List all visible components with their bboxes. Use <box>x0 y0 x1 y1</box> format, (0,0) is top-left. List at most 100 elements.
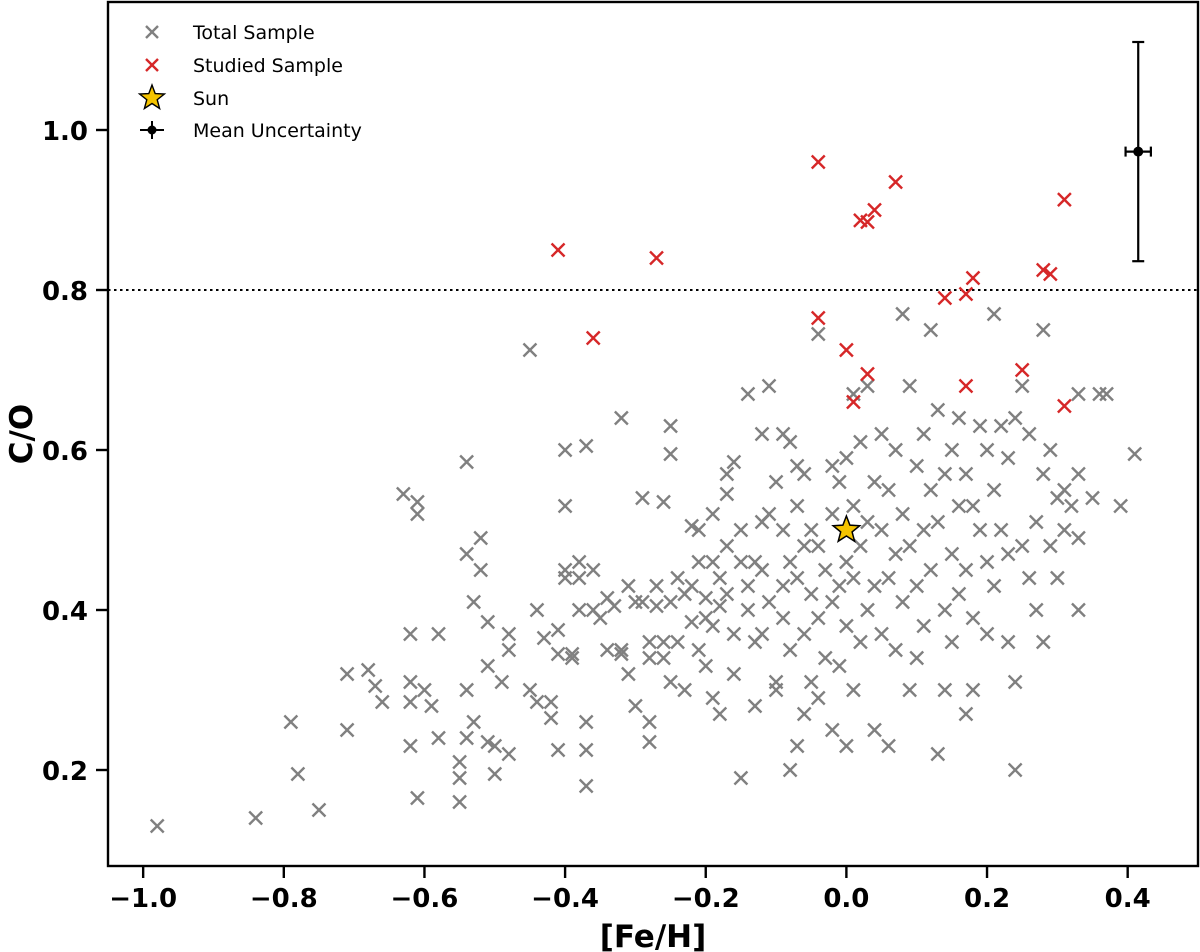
data-point <box>712 706 728 722</box>
data-point-stroke-b <box>1113 498 1128 514</box>
y-tick-label: 1.0 <box>42 117 88 147</box>
data-point <box>796 466 812 482</box>
data-point-stroke-b <box>649 598 664 614</box>
data-point-stroke-b <box>1007 762 1023 778</box>
data-point <box>803 586 819 602</box>
data-point <box>719 538 735 554</box>
data-point-stroke-b <box>684 518 700 534</box>
data-point-stroke-b <box>719 486 735 502</box>
data-point <box>585 562 601 578</box>
data-point <box>452 754 467 770</box>
data-point-stroke-b <box>937 602 953 618</box>
data-point <box>923 322 939 338</box>
data-point <box>1028 602 1044 618</box>
data-point-stroke-b <box>979 554 995 570</box>
data-point-stroke-b <box>585 562 601 578</box>
data-point <box>972 418 988 434</box>
data-point <box>487 738 503 754</box>
data-point <box>677 682 692 698</box>
data-point-stroke-b <box>635 594 650 610</box>
data-point <box>410 506 425 522</box>
data-point-stroke-b <box>571 602 587 618</box>
data-point-stroke-b <box>1000 634 1016 650</box>
data-point-stroke-b <box>853 634 868 650</box>
data-point-stroke-b <box>1042 442 1058 458</box>
data-point-stroke-b <box>1028 602 1044 618</box>
data-point-stroke-b <box>480 734 496 750</box>
data-point <box>1042 266 1058 282</box>
data-point <box>867 578 882 594</box>
data-point-stroke-b <box>585 330 601 346</box>
data-point <box>628 594 643 610</box>
data-point-stroke-b <box>754 562 770 578</box>
data-point <box>986 578 1002 594</box>
data-point-stroke-b <box>747 698 763 714</box>
data-point <box>621 666 636 682</box>
data-point-stroke-b <box>839 342 854 358</box>
data-point-stroke-b <box>719 466 735 482</box>
data-point <box>810 310 826 326</box>
data-point <box>796 706 812 722</box>
data-point <box>923 562 939 578</box>
data-point <box>712 570 728 586</box>
data-point <box>810 154 826 170</box>
data-point-stroke-b <box>958 466 974 482</box>
data-point-stroke-b <box>339 666 355 682</box>
data-point <box>1057 482 1072 498</box>
data-point-stroke-b <box>832 578 847 594</box>
data-point <box>684 578 700 594</box>
data-point <box>564 646 580 662</box>
data-point-stroke-b <box>958 378 974 394</box>
data-point-stroke-b <box>993 522 1009 538</box>
data-point <box>846 682 861 698</box>
data-point-stroke-b <box>614 646 629 662</box>
data-point-stroke-b <box>846 394 861 410</box>
data-point <box>1007 674 1023 690</box>
data-point-stroke-b <box>761 506 777 522</box>
data-point <box>958 466 974 482</box>
data-point <box>839 450 854 466</box>
data-point <box>937 466 953 482</box>
data-point-stroke-b <box>775 578 791 594</box>
data-point <box>775 522 791 538</box>
data-point-stroke-b <box>466 594 482 610</box>
data-point <box>993 418 1009 434</box>
data-point <box>993 522 1009 538</box>
data-point-stroke-b <box>424 698 439 714</box>
data-point <box>740 386 756 402</box>
data-point-stroke-b <box>578 714 594 730</box>
data-point <box>684 518 700 534</box>
data-point <box>937 602 953 618</box>
data-point-stroke-b <box>614 410 629 426</box>
data-point-stroke-b <box>1071 602 1086 618</box>
data-point-stroke-b <box>529 694 545 710</box>
data-point <box>712 598 728 614</box>
data-point <box>986 306 1002 322</box>
data-point-stroke-b <box>649 250 664 266</box>
data-point <box>979 554 995 570</box>
data-point <box>824 722 840 738</box>
data-point-stroke-b <box>810 538 826 554</box>
data-point-stroke-b <box>494 674 510 690</box>
data-point-stroke-b <box>1014 538 1030 554</box>
data-point <box>888 442 903 458</box>
data-point-stroke-b <box>557 570 573 586</box>
data-point <box>888 546 903 562</box>
data-point <box>459 454 474 470</box>
data-point <box>853 434 868 450</box>
data-point-stroke-b <box>642 714 657 730</box>
data-point <box>747 698 763 714</box>
data-point <box>410 790 425 806</box>
data-point <box>930 746 946 762</box>
legend-marker <box>147 125 157 135</box>
data-point <box>923 482 939 498</box>
data-point <box>571 554 587 570</box>
data-point <box>578 778 594 794</box>
data-point <box>916 522 932 538</box>
series-total-sample <box>149 306 1143 834</box>
data-point-stroke-b <box>592 610 608 626</box>
data-point-stroke-b <box>860 378 875 394</box>
data-point-stroke-b <box>789 570 805 586</box>
data-point <box>810 610 826 626</box>
